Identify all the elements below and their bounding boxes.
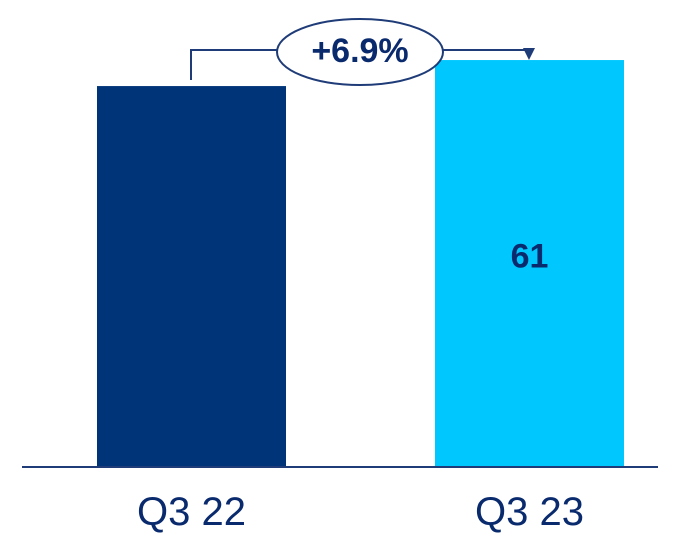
labels-layer: Q3 22 61 Q3 23 — [137, 238, 584, 534]
bar-q3-23 — [435, 60, 624, 468]
change-annotation: +6.9% — [190, 18, 535, 86]
x-tick-label: Q3 23 — [475, 490, 584, 534]
bracket-left-line — [190, 49, 277, 81]
bar-value-label: 61 — [511, 238, 549, 276]
x-tick-label: Q3 22 — [137, 490, 246, 534]
change-label: +6.9% — [311, 32, 408, 70]
bars-layer — [97, 60, 624, 468]
bracket-arrow-line — [443, 48, 535, 61]
bar-q3-22 — [97, 86, 286, 467]
change-ellipse — [276, 18, 444, 86]
